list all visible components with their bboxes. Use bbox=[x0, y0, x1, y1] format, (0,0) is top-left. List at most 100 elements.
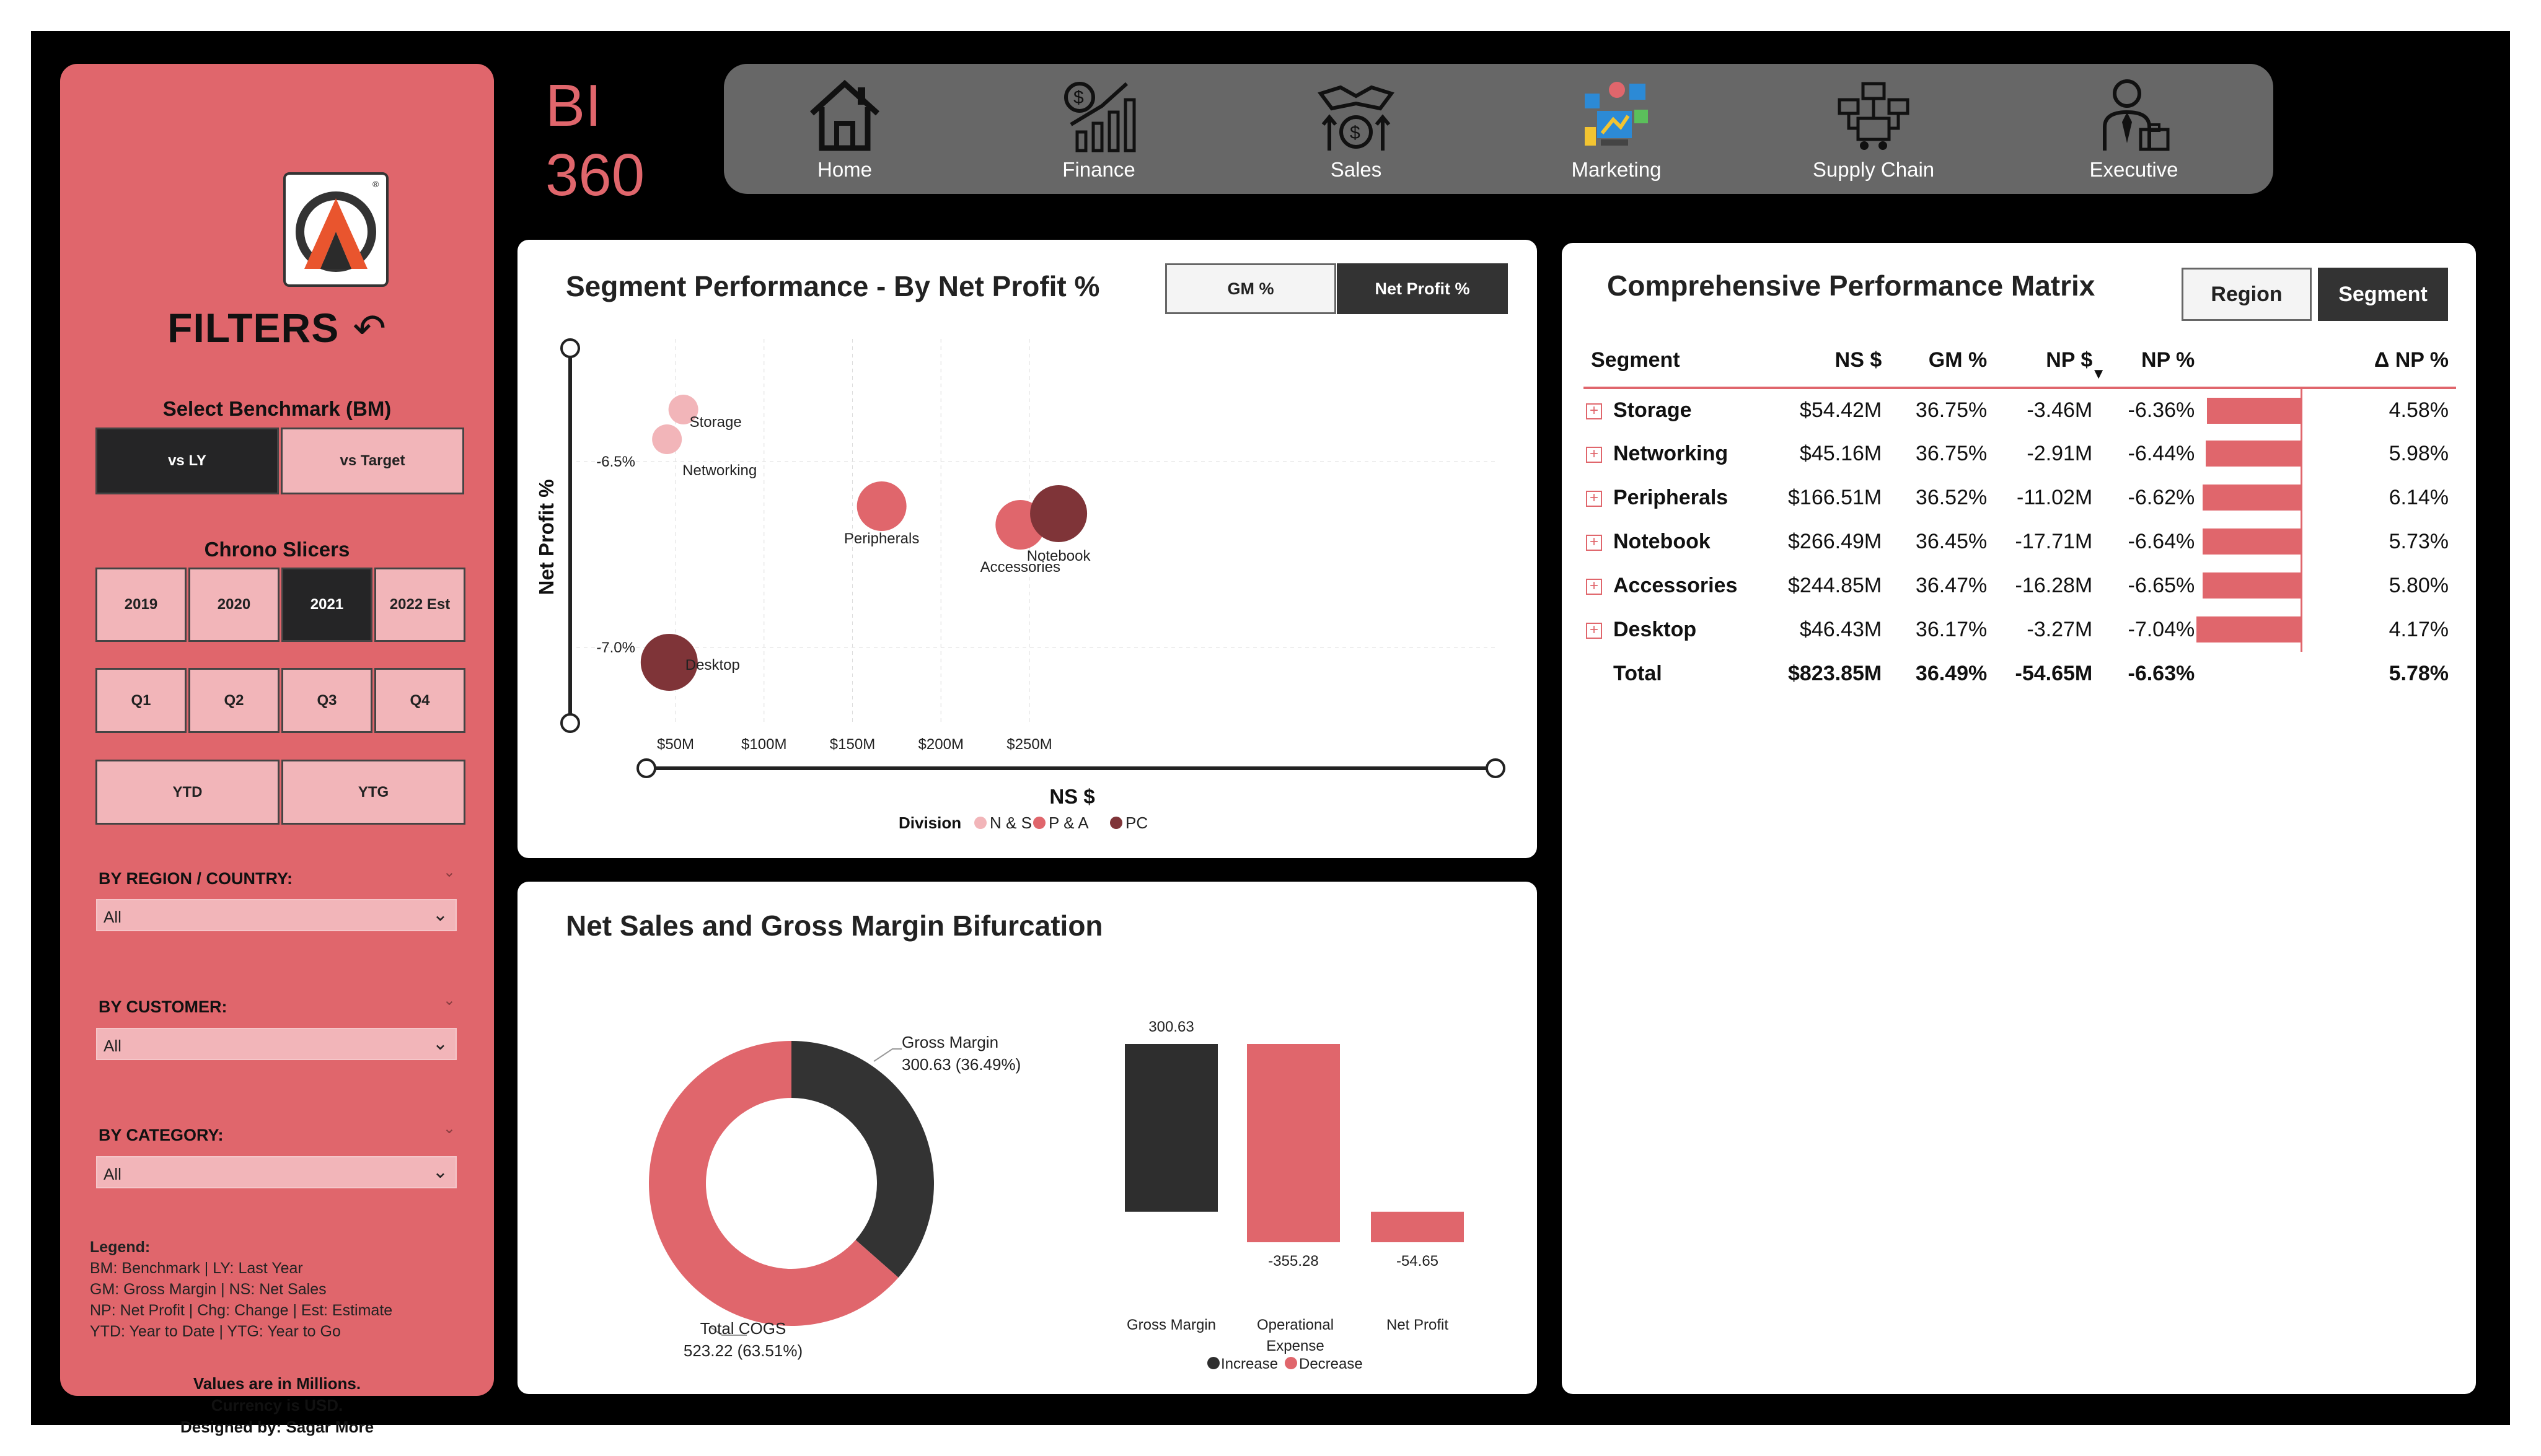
executive-icon bbox=[2103, 79, 2170, 151]
svg-text:®: ® bbox=[372, 179, 379, 189]
chevron-down-icon[interactable]: ⌄ bbox=[443, 1120, 456, 1137]
col-header-gm[interactable]: GM % bbox=[1889, 333, 1995, 389]
region-dropdown[interactable]: All ⌄ bbox=[96, 899, 457, 931]
gm-cell: 36.52% bbox=[1915, 486, 1988, 509]
waterfall-bar[interactable] bbox=[1125, 1044, 1218, 1212]
x-tick-label: $50M bbox=[657, 736, 694, 753]
y-slider-handle-top[interactable] bbox=[560, 338, 580, 358]
bar-axis bbox=[2301, 608, 2303, 652]
quarter-q3-button[interactable]: Q3 bbox=[281, 668, 372, 733]
bar-axis bbox=[2301, 432, 2303, 476]
y-slider-handle-bottom[interactable] bbox=[560, 713, 580, 733]
chevron-down-icon: ⌄ bbox=[432, 1162, 448, 1182]
segment-toggle[interactable]: Segment bbox=[2318, 268, 2448, 321]
table-row[interactable]: + Notebook $266.49M 36.45% -17.71M -6.64% 5.73… bbox=[1583, 520, 2456, 564]
sort-desc-icon[interactable]: ▼ bbox=[2091, 366, 2106, 382]
filters-sidebar: ® FILTERS ↶ Select Benchmark (BM) vs LY v… bbox=[60, 64, 494, 1436]
scatter-point-label: Networking bbox=[682, 462, 757, 479]
chevron-down-icon[interactable]: ⌄ bbox=[443, 992, 456, 1009]
expand-icon[interactable]: + bbox=[1586, 403, 1602, 420]
table-row[interactable]: + Accessories $244.85M 36.47% -16.28M -6.65% 5… bbox=[1583, 564, 2456, 608]
quarter-q1-button[interactable]: Q1 bbox=[95, 668, 187, 733]
waterfall-bar[interactable] bbox=[1247, 1044, 1340, 1242]
reset-filters-icon[interactable]: ↶ bbox=[353, 306, 387, 351]
segment-cell: + Peripherals bbox=[1583, 476, 1788, 520]
nav-executive[interactable]: Executive bbox=[2053, 75, 2214, 182]
year-2021-button[interactable]: 2021 bbox=[281, 568, 372, 642]
legend-entry[interactable]: P & A bbox=[1049, 814, 1089, 832]
gm-percent-toggle[interactable]: GM % bbox=[1165, 263, 1336, 314]
segment-name: Storage bbox=[1613, 398, 1692, 422]
np-cell: -3.27M bbox=[2027, 618, 2093, 641]
legend-line: GM: Gross Margin | NS: Net Sales bbox=[90, 1281, 327, 1298]
col-header-np-percent[interactable]: NP % ▼ bbox=[2091, 333, 2203, 389]
total-bar-cell bbox=[2202, 652, 2309, 696]
table-row[interactable]: + Storage $54.42M 36.75% -3.46M -6.36% 4.58% bbox=[1583, 388, 2456, 432]
col-header-ns[interactable]: NS $ bbox=[1788, 333, 1890, 389]
scatter-point[interactable] bbox=[640, 634, 698, 691]
region-toggle[interactable]: Region bbox=[2182, 268, 2312, 321]
nav-sales-label: Sales bbox=[1330, 158, 1382, 181]
np-percent-bar-cell bbox=[2202, 388, 2309, 432]
category-dropdown[interactable]: All ⌄ bbox=[96, 1156, 457, 1188]
gross-margin-slice-name: Gross Margin bbox=[902, 1033, 998, 1051]
table-row[interactable]: + Networking $45.16M 36.75% -2.91M -6.44% 5.98… bbox=[1583, 432, 2456, 476]
period-ytg-button[interactable]: YTG bbox=[281, 760, 465, 825]
gm-cell: 36.45% bbox=[1915, 530, 1988, 553]
legend-entry[interactable]: Increase bbox=[1221, 1356, 1278, 1372]
benchmark-vs-ly-button[interactable]: vs LY bbox=[95, 428, 279, 494]
segment-cell: + Desktop bbox=[1583, 608, 1788, 652]
nav-finance[interactable]: $ Finance bbox=[1018, 75, 1179, 182]
nav-home[interactable]: Home bbox=[764, 75, 925, 182]
legend-marker bbox=[1285, 1357, 1297, 1369]
x-tick-label: $150M bbox=[830, 736, 875, 753]
customer-dropdown[interactable]: All ⌄ bbox=[96, 1028, 457, 1060]
scatter-title: Segment Performance - By Net Profit % bbox=[566, 270, 1100, 302]
table-row[interactable]: + Desktop $46.43M 36.17% -3.27M -7.04% 4.17% bbox=[1583, 608, 2456, 652]
expand-icon[interactable]: + bbox=[1586, 535, 1602, 551]
x-slider-handle-left[interactable] bbox=[636, 758, 656, 778]
nav-supply-chain[interactable]: Supply Chain bbox=[1793, 75, 1954, 182]
x-slider-handle-right[interactable] bbox=[1486, 758, 1505, 778]
expand-icon[interactable]: + bbox=[1586, 623, 1602, 639]
benchmark-vs-target-button[interactable]: vs Target bbox=[281, 428, 464, 494]
scatter-point[interactable] bbox=[668, 395, 698, 424]
scatter-point[interactable] bbox=[857, 481, 907, 531]
nav-sales[interactable]: $ Sales bbox=[1275, 75, 1437, 182]
chevron-down-icon[interactable]: ⌄ bbox=[443, 864, 456, 880]
period-ytd-button[interactable]: YTD bbox=[95, 760, 280, 825]
year-2020-button[interactable]: 2020 bbox=[188, 568, 280, 642]
quarter-q4-button[interactable]: Q4 bbox=[374, 668, 465, 733]
year-2022-est-button[interactable]: 2022 Est bbox=[374, 568, 465, 642]
brand-line1: BI bbox=[545, 72, 602, 139]
legend-entry[interactable]: Decrease bbox=[1299, 1356, 1363, 1372]
year-2019-button[interactable]: 2019 bbox=[95, 568, 187, 642]
scatter-point[interactable] bbox=[1030, 485, 1088, 542]
segment-cell: + Storage bbox=[1583, 388, 1788, 432]
net-profit-percent-toggle[interactable]: Net Profit % bbox=[1337, 263, 1508, 314]
expand-icon[interactable]: + bbox=[1586, 579, 1602, 595]
bar-axis bbox=[2301, 476, 2303, 520]
col-header-segment[interactable]: Segment bbox=[1583, 333, 1788, 389]
np-percent-bar-cell bbox=[2202, 476, 2309, 520]
waterfall-bar[interactable] bbox=[1371, 1211, 1464, 1242]
y-axis-title: Net Profit % bbox=[535, 479, 558, 595]
expand-icon[interactable]: + bbox=[1586, 447, 1602, 463]
donut-slice[interactable] bbox=[791, 1041, 934, 1278]
quarter-q2-button[interactable]: Q2 bbox=[188, 668, 280, 733]
col-header-delta-np[interactable]: Δ NP % bbox=[2309, 333, 2456, 389]
col-header-np[interactable]: NP $ bbox=[1994, 333, 2100, 389]
donut-slice[interactable] bbox=[648, 1041, 899, 1326]
waterfall-data-label: -355.28 bbox=[1268, 1253, 1318, 1270]
nav-marketing[interactable]: Marketing bbox=[1536, 75, 1697, 182]
legend-entry[interactable]: N & S bbox=[990, 814, 1032, 832]
segment-name: Notebook bbox=[1613, 530, 1711, 553]
x-tick-label: $100M bbox=[741, 736, 786, 753]
table-row[interactable]: + Peripherals $166.51M 36.52% -11.02M -6.62% 6… bbox=[1583, 476, 2456, 520]
scatter-point[interactable] bbox=[652, 424, 682, 454]
expand-icon[interactable]: + bbox=[1586, 491, 1602, 507]
total-ns: $823.85M bbox=[1788, 662, 1882, 685]
np-cell: -3.46M bbox=[2027, 398, 2093, 422]
np-percent-bar bbox=[2203, 485, 2302, 511]
legend-entry[interactable]: PC bbox=[1125, 814, 1148, 832]
